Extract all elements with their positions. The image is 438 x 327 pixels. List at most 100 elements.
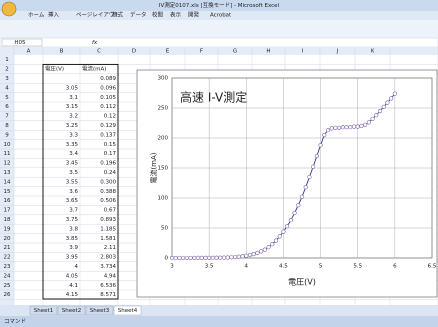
row-header: 3 (5, 76, 9, 82)
data-point (184, 255, 189, 261)
column-header: A (27, 49, 31, 55)
ribbon-tab[interactable]: ホーム (28, 12, 45, 19)
table-cell: 3.5 (69, 170, 78, 176)
sheet-tab[interactable] (113, 305, 142, 316)
data-point (314, 153, 319, 159)
name-box[interactable] (1, 38, 43, 47)
data-point (225, 255, 230, 260)
data-point (244, 253, 249, 258)
y-tick-label: 250 (158, 106, 169, 112)
table-cell: 0.129 (100, 123, 116, 129)
sheet-tab-label: Sheet2 (62, 308, 81, 314)
y-tick-label: 200 (158, 136, 169, 142)
data-point (255, 250, 260, 255)
sheet-tab[interactable] (85, 305, 114, 316)
table-cell: 0.24 (104, 170, 117, 176)
data-point (247, 252, 253, 258)
table-cell: 4.94 (104, 273, 117, 279)
table-cell: 2.803 (100, 255, 116, 261)
data-point (344, 125, 349, 130)
data-point (292, 210, 297, 216)
data-point (296, 203, 301, 208)
name-box-text: H05 (14, 40, 26, 46)
row-header: 4 (5, 85, 9, 91)
column-header: D (132, 49, 136, 55)
row-header: 12 (4, 161, 11, 167)
y-tick-label: 150 (158, 166, 169, 172)
table-cell: 3.35 (66, 142, 79, 148)
data-point (221, 255, 227, 260)
data-point (377, 108, 383, 114)
table-cell: 0.137 (100, 132, 116, 138)
status-text: コマンド (4, 318, 26, 325)
row-header: 11 (4, 151, 11, 157)
y-tick-label: 0 (165, 256, 169, 262)
row-header: 9 (5, 132, 9, 138)
table-cell: 0.300 (100, 179, 116, 185)
ribbon-tab[interactable]: データ (130, 11, 147, 19)
data-point (210, 255, 215, 260)
data-point (218, 255, 223, 260)
data-point (266, 245, 271, 250)
data-point (311, 164, 316, 169)
table-cell: 4 (75, 264, 79, 270)
row-header: 16 (4, 198, 11, 204)
ribbon-tab[interactable]: 校閲 (152, 11, 164, 19)
row-header: 19 (4, 226, 11, 232)
table-cell: 1.185 (100, 226, 116, 232)
y-tick-label: 300 (158, 76, 169, 82)
sheet-tab-label: Sheet1 (34, 308, 53, 314)
table-cell: 3.1 (69, 95, 78, 101)
data-point (322, 132, 327, 138)
data-point (192, 255, 197, 261)
chart: 0 50 100 150 200 250 300 3 3.5 4 4.5 5 5.5 6 6.5 高速 I-V… (149, 76, 437, 287)
row-header: 25 (4, 283, 11, 289)
row-header: 26 (4, 292, 11, 298)
ribbon-tab[interactable]: 数式 (112, 11, 124, 19)
ribbon-tab[interactable]: 開発 (188, 11, 200, 19)
data-point (270, 242, 275, 247)
column-header: B (60, 49, 64, 55)
table-cell: 4.15 (66, 292, 79, 298)
table-cell: 3.45 (66, 161, 79, 167)
chart-title: 高速 I-V測定 (180, 90, 247, 105)
x-tick-label: 4 (245, 264, 249, 270)
ribbon-tab[interactable]: 挿入 (48, 11, 60, 19)
x-tick-label: 3 (170, 264, 174, 270)
table-cell: 2.11 (104, 245, 116, 251)
row-header: 1 (5, 57, 9, 63)
office-button[interactable] (1, 1, 17, 17)
row-header: 13 (4, 170, 11, 176)
sheet-tab-label: Sheet4 (118, 308, 138, 314)
table-cell: 3.05 (66, 85, 79, 91)
ribbon-tab[interactable]: Acrobat (210, 13, 232, 19)
x-tick-label: 5.5 (353, 264, 362, 270)
row-header: 7 (5, 114, 9, 120)
ribbon (0, 20, 438, 38)
data-point (359, 123, 364, 129)
data-point (389, 96, 394, 101)
table-cell: 3.9 (69, 245, 78, 251)
data-point (392, 91, 397, 96)
row-header: 23 (4, 264, 11, 270)
column-header: J (336, 49, 339, 55)
table-cell: 0.096 (100, 85, 116, 91)
table-header: 電流(mA) (82, 65, 106, 73)
table-cell: 0.506 (100, 198, 116, 204)
sheet-tab[interactable] (29, 305, 58, 316)
ribbon-tab[interactable]: 表示 (170, 11, 182, 19)
data-point (203, 255, 208, 260)
data-point (229, 255, 234, 260)
data-point (318, 143, 323, 148)
data-point (169, 255, 175, 261)
table-cell: 0.67 (104, 208, 117, 214)
data-point (348, 125, 353, 130)
table-cell: 3.734 (100, 264, 116, 270)
table-cell: 8.571 (100, 292, 116, 298)
table-cell: 3.65 (66, 198, 79, 204)
sheet-tab[interactable] (57, 305, 86, 316)
table-cell: 3.55 (66, 179, 79, 185)
table-cell: 4.05 (66, 273, 79, 279)
ribbon-tab[interactable]: ページレイアウト (76, 11, 120, 19)
